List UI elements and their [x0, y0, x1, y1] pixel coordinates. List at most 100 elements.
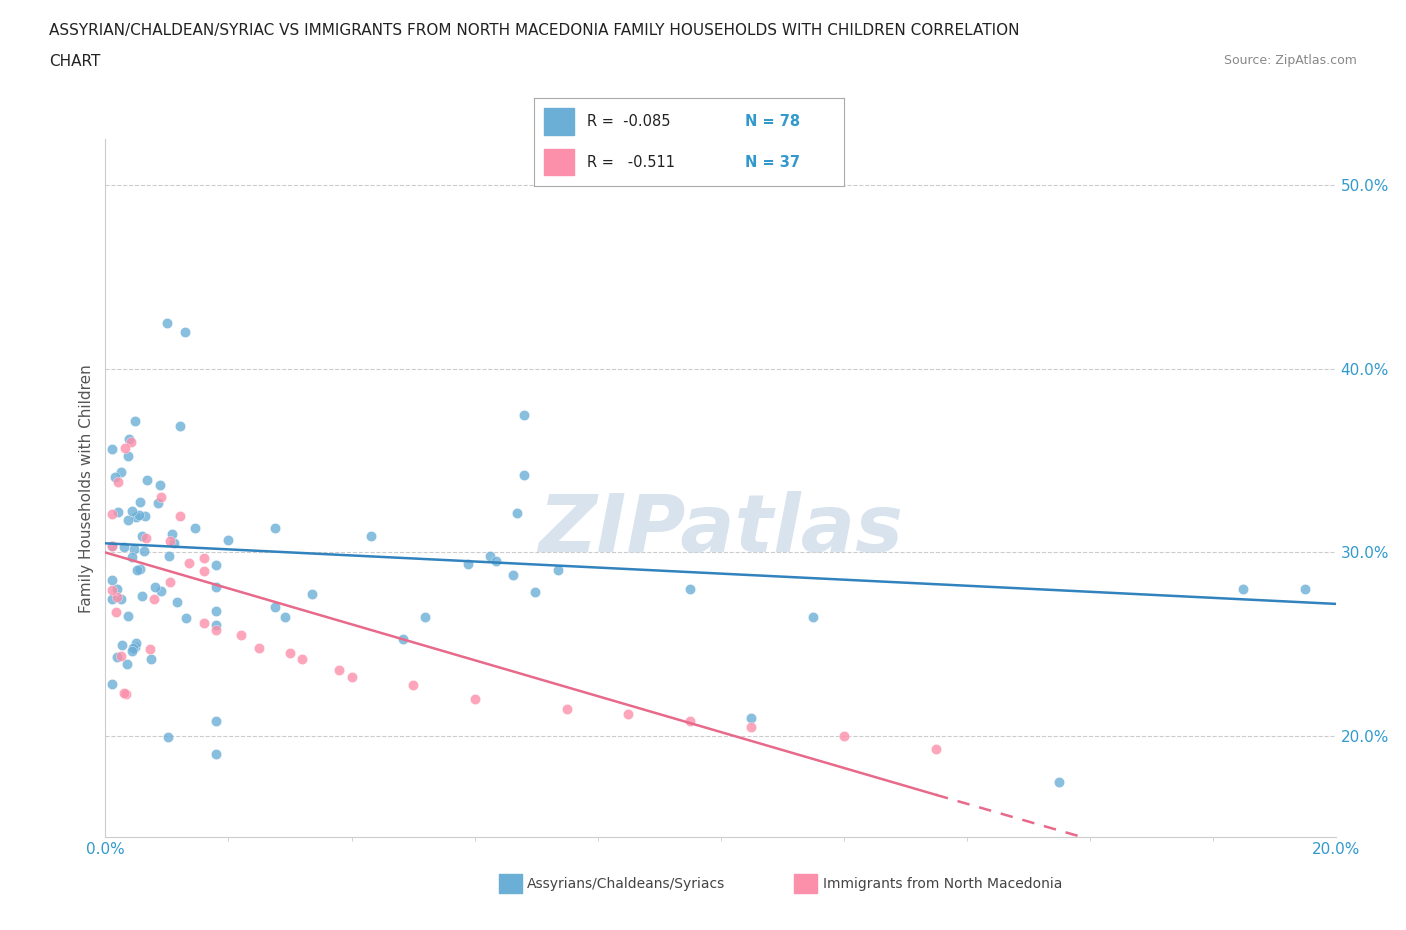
Point	[479, 548, 502, 563]
Point	[402, 677, 425, 692]
Point	[127, 563, 149, 578]
Point	[100, 676, 122, 691]
Point	[111, 637, 134, 652]
Point	[121, 435, 143, 450]
Point	[100, 573, 122, 588]
Bar	[544, 108, 575, 135]
Point	[105, 604, 128, 619]
Point	[832, 728, 855, 743]
Point	[131, 589, 153, 604]
Point	[114, 687, 136, 702]
Point	[413, 609, 436, 624]
Point	[132, 544, 155, 559]
Point	[104, 470, 127, 485]
Point	[205, 604, 228, 618]
Point	[107, 505, 129, 520]
Point	[523, 585, 546, 600]
Point	[128, 495, 150, 510]
Point	[264, 521, 287, 536]
Point	[112, 685, 135, 700]
Point	[128, 508, 150, 523]
Point	[1047, 775, 1070, 790]
Point	[193, 616, 215, 631]
Point	[125, 510, 148, 525]
Point	[100, 583, 122, 598]
Point	[1232, 582, 1254, 597]
Point	[247, 641, 270, 656]
Point	[110, 591, 132, 606]
Point	[115, 657, 138, 671]
Point	[125, 635, 148, 650]
Point	[679, 714, 702, 729]
Point	[121, 644, 143, 658]
Point	[105, 649, 128, 664]
Point	[114, 441, 136, 456]
Bar	[544, 149, 575, 176]
Point	[100, 506, 122, 521]
Point	[100, 538, 122, 553]
Point	[174, 325, 197, 339]
Point	[157, 549, 180, 564]
Point	[105, 590, 128, 604]
Point	[124, 414, 146, 429]
Point	[547, 562, 569, 577]
Point	[143, 592, 166, 607]
Point	[740, 720, 762, 735]
Point	[205, 713, 228, 728]
Text: ZIPatlas: ZIPatlas	[538, 491, 903, 569]
Point	[301, 587, 323, 602]
Point	[159, 533, 181, 548]
Point	[360, 528, 382, 543]
Point	[205, 622, 228, 637]
Point	[121, 641, 143, 656]
Point	[205, 618, 228, 632]
Point	[100, 591, 122, 606]
Point	[513, 407, 536, 422]
Point	[193, 551, 215, 565]
Point	[278, 646, 301, 661]
Point	[174, 610, 197, 625]
Point	[149, 489, 172, 504]
Point	[117, 449, 139, 464]
Point	[457, 556, 479, 571]
Y-axis label: Family Households with Children: Family Households with Children	[79, 364, 94, 613]
Text: N = 78: N = 78	[745, 114, 800, 129]
Text: ASSYRIAN/CHALDEAN/SYRIAC VS IMMIGRANTS FROM NORTH MACEDONIA FAMILY HOUSEHOLDS WI: ASSYRIAN/CHALDEAN/SYRIAC VS IMMIGRANTS F…	[49, 23, 1019, 38]
Point	[118, 432, 141, 446]
Point	[505, 505, 527, 520]
Point	[679, 582, 702, 597]
Point	[117, 608, 139, 623]
Point	[101, 442, 124, 457]
Point	[1294, 582, 1316, 597]
Point	[128, 562, 150, 577]
Point	[163, 536, 186, 551]
Point	[484, 553, 506, 568]
Point	[135, 530, 157, 545]
Point	[502, 567, 524, 582]
Text: R =   -0.511: R = -0.511	[586, 154, 675, 169]
Text: Immigrants from North Macedonia: Immigrants from North Macedonia	[823, 876, 1062, 891]
Point	[166, 594, 188, 609]
Point	[105, 582, 128, 597]
Point	[392, 631, 415, 646]
Point	[169, 509, 191, 524]
Point	[156, 730, 179, 745]
Point	[117, 512, 139, 527]
Point	[801, 609, 824, 624]
Point	[122, 542, 145, 557]
Point	[138, 641, 160, 656]
Point	[205, 747, 228, 762]
Point	[512, 467, 534, 482]
Point	[274, 610, 297, 625]
Point	[156, 315, 179, 330]
Point	[146, 496, 169, 511]
Text: Source: ZipAtlas.com: Source: ZipAtlas.com	[1223, 54, 1357, 67]
Point	[112, 539, 135, 554]
Point	[229, 628, 252, 643]
Point	[150, 583, 173, 598]
Point	[464, 692, 486, 707]
Point	[205, 579, 228, 594]
Text: Assyrians/Chaldeans/Syriacs: Assyrians/Chaldeans/Syriacs	[527, 876, 725, 891]
Text: CHART: CHART	[49, 54, 101, 69]
Point	[143, 579, 166, 594]
